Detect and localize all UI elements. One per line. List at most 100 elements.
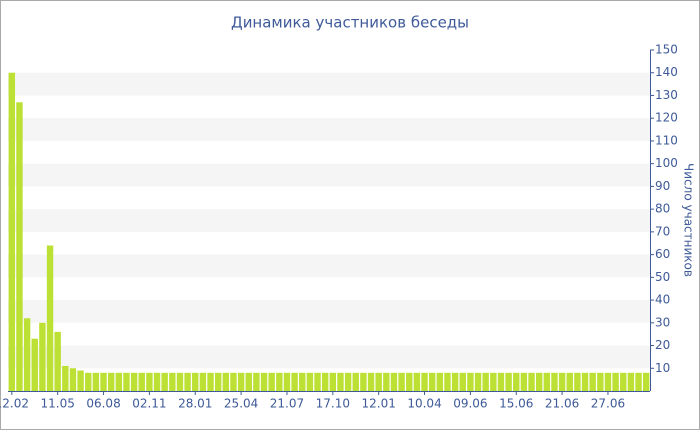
grid-band <box>8 300 650 323</box>
bar <box>115 372 123 391</box>
grid-band <box>8 209 650 232</box>
grid-band <box>8 118 650 141</box>
bar <box>344 372 352 391</box>
bar <box>16 102 23 391</box>
bar <box>574 372 581 391</box>
grid-band <box>8 254 650 278</box>
bar <box>123 372 130 391</box>
bar <box>237 372 245 391</box>
bar <box>138 372 145 391</box>
bar <box>69 368 77 391</box>
bar <box>169 372 176 391</box>
bar <box>581 372 589 391</box>
bar <box>276 372 283 391</box>
y-tick-label: 50 <box>655 270 670 284</box>
y-tick-label: 140 <box>655 65 678 79</box>
y-tick-label: 60 <box>655 247 670 261</box>
bar <box>146 372 153 391</box>
bar <box>161 372 168 391</box>
bar <box>245 372 252 391</box>
y-tick-label: 90 <box>655 179 670 193</box>
y-tick-label: 120 <box>655 111 678 125</box>
bar <box>451 372 459 391</box>
bar <box>31 338 38 391</box>
bar <box>566 372 573 391</box>
x-tick-label: 15.06 <box>499 397 533 411</box>
bar <box>398 372 405 391</box>
bar <box>314 372 321 391</box>
bar <box>490 372 497 391</box>
bar <box>535 372 543 391</box>
bar <box>222 372 230 391</box>
y-tick-label: 150 <box>655 43 678 57</box>
bar <box>192 372 199 391</box>
bar <box>383 372 390 391</box>
bar <box>428 372 436 391</box>
x-tick-label: 10.04 <box>407 397 441 411</box>
x-tick-label: 09.06 <box>453 397 487 411</box>
bar <box>543 372 551 391</box>
x-tick-label: 21.06 <box>545 397 579 411</box>
bar <box>505 372 512 391</box>
bar <box>482 372 489 391</box>
bar <box>352 372 359 391</box>
bar <box>474 372 482 391</box>
bar <box>130 372 138 391</box>
bar <box>329 372 337 391</box>
bar <box>100 372 107 391</box>
y-tick-label: 130 <box>655 88 678 102</box>
x-tick-label: 02.11 <box>132 397 166 411</box>
bar <box>39 322 46 391</box>
bar <box>291 372 298 391</box>
bar <box>597 372 604 391</box>
x-tick-label: 21.07 <box>270 397 304 411</box>
y-tick-label: 20 <box>655 338 670 352</box>
bar <box>360 372 367 391</box>
bar <box>85 372 92 391</box>
bar <box>444 372 451 391</box>
bar <box>77 370 84 391</box>
bar <box>199 372 207 391</box>
bar <box>367 372 375 391</box>
bar <box>467 372 474 391</box>
x-tick-label: 06.08 <box>86 397 120 411</box>
bar <box>283 372 291 391</box>
grid-band <box>8 72 650 96</box>
bar <box>627 372 635 391</box>
bar <box>589 372 596 391</box>
bar <box>604 372 612 391</box>
bar <box>406 372 413 391</box>
grid-band <box>8 345 650 369</box>
bar <box>253 372 260 391</box>
bar <box>558 372 566 391</box>
bar <box>620 372 627 391</box>
y-tick-label: 30 <box>655 315 670 329</box>
bar <box>528 372 535 391</box>
bar <box>46 245 54 391</box>
bar <box>207 372 214 391</box>
grid-band <box>8 163 650 187</box>
bar <box>642 372 650 391</box>
bar <box>421 372 428 391</box>
bar <box>513 372 520 391</box>
bar <box>184 372 191 391</box>
bar <box>321 372 329 391</box>
bar <box>260 372 268 391</box>
bar <box>176 372 184 391</box>
bar <box>92 372 100 391</box>
x-tick-label: 11.05 <box>40 397 74 411</box>
bar <box>230 372 237 391</box>
bar <box>551 372 558 391</box>
chart-title: Динамика участников беседы <box>231 14 469 32</box>
bar <box>612 372 619 391</box>
bar <box>268 372 275 391</box>
y-tick-label: 10 <box>655 361 670 375</box>
y-tick-label: 70 <box>655 224 670 238</box>
bar <box>299 372 306 391</box>
y-tick-label: 110 <box>655 133 678 147</box>
x-tick-label: 17.10 <box>316 397 350 411</box>
bar <box>337 372 344 391</box>
bar <box>375 372 382 391</box>
y-axis-label: Число участников <box>682 163 696 277</box>
x-tick-label: 27.06 <box>591 397 625 411</box>
